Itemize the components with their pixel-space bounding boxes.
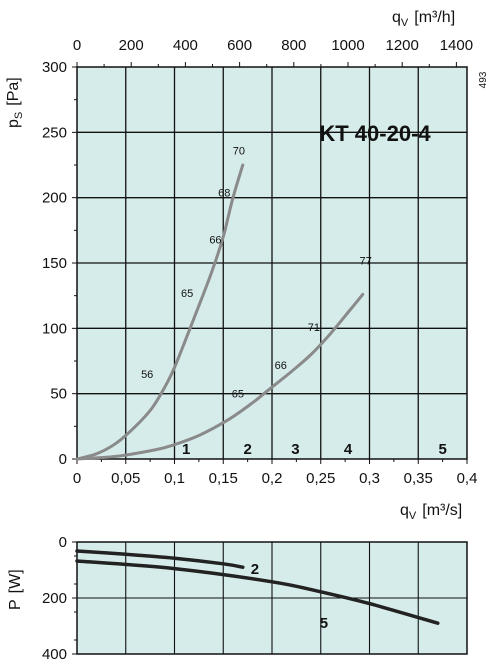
left-tick-label: 50 <box>50 386 67 403</box>
chart-title: KT 40-20-4 <box>319 121 431 146</box>
noise-level-label: 56 <box>141 369 153 381</box>
pressure-chart: 0 0,05 0,1 0,15 0,2 0,25 0,3 0,35 0,4 0 200 400 600 8… <box>5 9 489 522</box>
noise-level-label: 71 <box>308 322 320 334</box>
top-tick-label: 1200 <box>386 37 419 54</box>
bottom-tick-label: 0,2 <box>262 470 283 487</box>
noise-level-label: 65 <box>232 389 244 401</box>
speed-region-label: 5 <box>438 441 446 458</box>
bottom-tick-label: 0,25 <box>306 470 335 487</box>
pressure-curve-1 <box>75 163 245 461</box>
pressure-axis-subscript: S <box>13 112 25 119</box>
left-tick-label: 200 <box>42 190 67 207</box>
noise-level-label: 70 <box>233 146 245 158</box>
pressure-axis-symbol: p <box>5 119 22 128</box>
figure-id: 493 <box>478 71 489 88</box>
pressure-ticks: 0 0,05 0,1 0,15 0,2 0,25 0,3 0,35 0,4 0 200 400 600 8… <box>42 37 477 487</box>
noise-level-label: 77 <box>359 255 371 267</box>
pressure-curve-2 <box>75 292 365 461</box>
bottom-tick-label: 0,35 <box>404 470 433 487</box>
left-tick-label: 0 <box>59 451 67 468</box>
left-tick-label: 250 <box>42 124 67 141</box>
top-axis-label: qV [m³/h] <box>392 9 455 29</box>
noise-level-label: 65 <box>181 288 193 300</box>
top-tick-label: 800 <box>281 37 306 54</box>
bottom-axis-subscript: V <box>409 510 417 522</box>
pressure-curves <box>75 163 365 461</box>
bottom-axis-label: qV [m³/s] <box>400 502 462 522</box>
speed-region-label: 1 <box>182 441 190 458</box>
bottom-tick-label: 0,4 <box>457 470 478 487</box>
noise-level-labels: 56 65 66 68 70 65 66 71 77 <box>141 146 372 401</box>
top-tick-label: 600 <box>227 37 252 54</box>
speed-region-label: 4 <box>344 441 353 458</box>
pressure-gridlines <box>77 67 467 459</box>
speed-region-labels: 1 2 3 4 5 <box>182 441 447 458</box>
top-tick-label: 0 <box>73 37 81 54</box>
power-gridlines <box>77 542 467 654</box>
bottom-tick-label: 0,15 <box>209 470 238 487</box>
noise-level-label: 68 <box>218 187 230 199</box>
left-tick-label: 300 <box>42 59 67 76</box>
power-tick-label: 200 <box>42 590 67 607</box>
top-tick-label: 400 <box>173 37 198 54</box>
power-axis-unit: [W] <box>7 569 24 593</box>
bottom-tick-label: 0,05 <box>111 470 140 487</box>
power-series-label: 2 <box>251 561 259 578</box>
pressure-axis-label: pS [Pa] <box>5 77 25 128</box>
top-tick-label: 1400 <box>440 37 473 54</box>
power-axis-label: P [W] <box>7 569 24 610</box>
power-series-label: 5 <box>320 615 328 632</box>
power-ticks: 0 200 400 <box>42 534 77 662</box>
top-axis-subscript: V <box>401 17 409 29</box>
bottom-axis-unit: [m³/s] <box>422 502 462 519</box>
top-tick-label: 200 <box>119 37 144 54</box>
left-tick-label: 100 <box>42 320 67 337</box>
pressure-axis-unit: [Pa] <box>5 77 22 105</box>
power-tick-label: 400 <box>42 646 67 662</box>
bottom-tick-label: 0 <box>73 470 81 487</box>
bottom-axis-symbol: q <box>400 502 409 519</box>
bottom-tick-label: 0,3 <box>359 470 380 487</box>
speed-region-label: 3 <box>291 441 299 458</box>
top-axis-unit: [m³/h] <box>414 9 455 26</box>
power-axis-symbol: P <box>7 599 24 610</box>
power-curve-5 <box>75 559 440 625</box>
top-tick-label: 1000 <box>331 37 364 54</box>
speed-region-label: 2 <box>243 441 251 458</box>
power-series-labels: 25 <box>251 561 328 632</box>
power-curves <box>75 549 440 625</box>
bottom-tick-label: 0,1 <box>164 470 185 487</box>
power-curve-2 <box>75 549 245 569</box>
noise-level-label: 66 <box>275 360 287 372</box>
noise-level-label: 66 <box>209 234 221 246</box>
left-tick-label: 150 <box>42 255 67 272</box>
power-tick-label: 0 <box>59 534 67 551</box>
top-axis-symbol: q <box>392 9 401 26</box>
